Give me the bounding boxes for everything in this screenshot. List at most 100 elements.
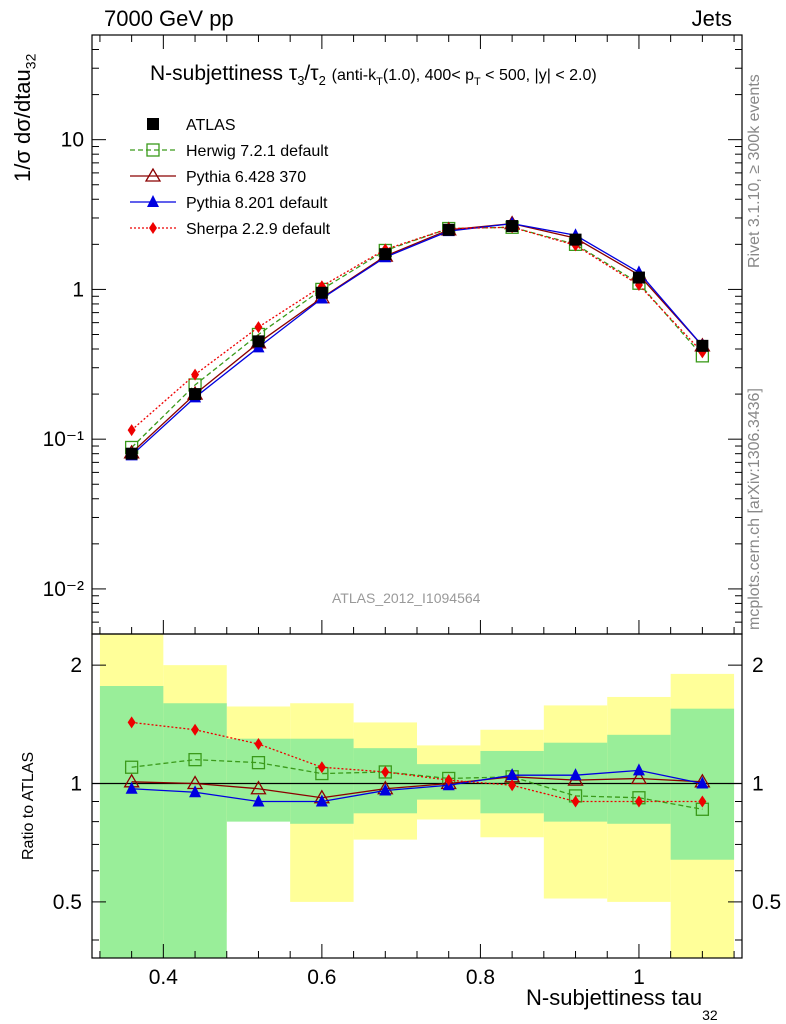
- x-tick-label: 1: [633, 966, 645, 989]
- ratio-y-tick-label-right: 2: [752, 654, 764, 677]
- title-cuts-a: (anti-k: [331, 67, 377, 84]
- x-tick-label: 0.8: [466, 966, 495, 989]
- main-point-atlas: [379, 248, 392, 261]
- ratio-band-green: [543, 742, 608, 822]
- ratio-band-green: [163, 703, 227, 958]
- title-cuts-c: < 500, |y| < 2.0): [480, 67, 597, 84]
- main-y-axis-label: 1/σ dσ/dtau32: [10, 54, 38, 182]
- header-left: 7000 GeV pp: [104, 6, 234, 31]
- ratio-point-pythia-8-201-default: [632, 763, 645, 776]
- rivet-label: Rivet 3.1.10, ≥ 300k events: [746, 74, 763, 268]
- main-line-herwig-7-2-1-default: [131, 226, 703, 448]
- title-cuts-a-sub: T: [376, 76, 383, 89]
- main-point-sherpa-2-2-9-default: [191, 368, 200, 381]
- ratio-y-axis-label: Ratio to ATLAS: [20, 751, 37, 860]
- ratio-point-pythia-8-201-default: [189, 785, 202, 798]
- ratio-point-sherpa-2-2-9-default: [444, 774, 453, 787]
- main-point-atlas: [252, 335, 265, 348]
- ratio-band-green: [290, 738, 354, 824]
- main-y-tick-label: 10⁻¹: [43, 428, 84, 451]
- main-point-atlas: [442, 223, 455, 236]
- main-point-sherpa-2-2-9-default: [254, 321, 263, 334]
- ratio-y-tick-label-right: 1: [752, 773, 764, 796]
- main-line-pythia-8-201-default: [131, 222, 703, 456]
- ratio-point-pythia-6-428-370: [630, 770, 648, 785]
- ratio-point-pythia-6-428-370: [250, 780, 267, 795]
- ratio-band-green: [99, 686, 164, 958]
- main-line-pythia-6-428-370: [131, 222, 703, 454]
- ratio-point-sherpa-2-2-9-default: [191, 723, 200, 736]
- ratio-point-pythia-8-201-default: [569, 768, 582, 781]
- ratio-line-sherpa-2-2-9-default: [131, 721, 703, 803]
- legend-label-herwig-7-2-1-default: Herwig 7.2.1 default: [186, 143, 329, 160]
- x-axis-label-text: N-subjettiness tau: [526, 985, 703, 1010]
- ratio-point-pythia-8-201-default: [315, 794, 328, 807]
- x-axis-label-sub: 32: [702, 1007, 718, 1024]
- main-point-sherpa-2-2-9-default: [127, 424, 136, 437]
- ratio-point-sherpa-2-2-9-default: [254, 738, 263, 751]
- main-y-tick-label: 10⁻²: [43, 578, 84, 601]
- legend-label-atlas: ATLAS: [186, 117, 236, 134]
- main-point-atlas: [315, 286, 328, 299]
- ratio-point-pythia-8-201-default: [125, 781, 138, 794]
- main-point-atlas: [569, 233, 582, 246]
- ratio-point-sherpa-2-2-9-default: [317, 761, 326, 774]
- header-right: Jets: [691, 6, 732, 31]
- main-y-tick-label: 10: [61, 129, 84, 152]
- ratio-point-herwig-7-2-1-default: [124, 760, 139, 774]
- legend-marker-herwig-7-2-1-default: [146, 143, 160, 157]
- ratio-point-pythia-8-201-default: [506, 768, 519, 781]
- legend-label-pythia-8-201-default: Pythia 8.201 default: [186, 195, 328, 212]
- ratio-point-sherpa-2-2-9-default: [634, 795, 643, 808]
- axes-frames: 10⁻² 10⁻¹ 1 10 0.4 0.6 0.8 1 0.5 0.5 1 1 2 2: [43, 34, 781, 989]
- ratio-point-sherpa-2-2-9-default: [508, 779, 517, 792]
- main-point-atlas: [125, 447, 138, 460]
- ratio-panel-series: [123, 716, 711, 816]
- title-sub-2: 2: [318, 73, 326, 89]
- main-y-axis-label-text: 1/σ dσ/dtau: [10, 69, 35, 182]
- ratio-y-tick-label: 0.5: [53, 891, 82, 914]
- main-point-atlas: [189, 388, 202, 401]
- ratio-line-pythia-8-201-default: [131, 769, 703, 803]
- ratio-y-tick-label: 1: [70, 773, 82, 796]
- main-line-sherpa-2-2-9-default: [131, 226, 703, 431]
- title-sub-3: 3: [297, 73, 305, 89]
- ratio-point-sherpa-2-2-9-default: [698, 795, 707, 808]
- ratio-point-pythia-8-201-default: [696, 776, 709, 789]
- main-panel-series: [123, 215, 711, 461]
- ratio-uncertainty-bands: [92, 634, 742, 958]
- main-point-atlas: [632, 271, 645, 284]
- ratio-point-sherpa-2-2-9-default: [571, 795, 580, 808]
- analysis-watermark: ATLAS_2012_I1094564: [332, 590, 481, 606]
- title-cuts-b-sub: T: [474, 76, 481, 89]
- ratio-point-pythia-8-201-default: [379, 783, 392, 796]
- title-cuts-b: (1.0), 400< p: [382, 67, 474, 84]
- ratio-band-green: [226, 738, 291, 822]
- main-point-atlas: [506, 220, 519, 233]
- main-y-axis-label-sub: 32: [22, 53, 39, 70]
- legend-marker-pythia-6-428-370: [144, 167, 162, 182]
- legend-marker-sherpa-2-2-9-default: [149, 222, 157, 234]
- ratio-line-herwig-7-2-1-default: [131, 758, 703, 810]
- ratio-point-herwig-7-2-1-default: [251, 755, 266, 770]
- ratio-point-sherpa-2-2-9-default: [381, 765, 390, 778]
- main-point-atlas: [696, 339, 709, 352]
- legend-marker-atlas: [147, 118, 159, 130]
- ratio-line-pythia-6-428-370: [131, 776, 703, 799]
- legend-marker-pythia-8-201-default: [147, 195, 159, 207]
- ratio-point-pythia-8-201-default: [252, 794, 265, 807]
- mcplots-label: mcplots.cern.ch [arXiv:1306.3436]: [746, 388, 763, 630]
- x-tick-label: 0.6: [307, 966, 336, 989]
- title-main: N-subjettiness τ: [150, 62, 298, 85]
- x-tick-label: 0.4: [149, 966, 179, 989]
- legend-label-pythia-6-428-370: Pythia 6.428 370: [186, 169, 306, 186]
- ratio-point-sherpa-2-2-9-default: [127, 716, 136, 729]
- title-slash: /τ: [304, 62, 319, 85]
- plot-title: N-subjettiness τ3/τ2 (anti-kT(1.0), 400<…: [150, 62, 597, 88]
- x-axis-label: N-subjettiness tau32: [526, 985, 718, 1023]
- ratio-y-tick-label-right: 0.5: [752, 891, 781, 914]
- legend-label-sherpa-2-2-9-default: Sherpa 2.2.9 default: [186, 221, 331, 238]
- ratio-point-herwig-7-2-1-default: [188, 752, 202, 767]
- ratio-y-tick-label: 2: [70, 654, 82, 677]
- main-y-tick-label: 1: [72, 278, 84, 301]
